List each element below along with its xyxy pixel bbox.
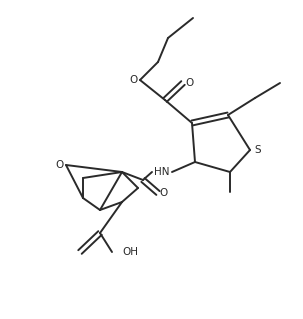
Text: S: S — [255, 145, 261, 155]
Text: OH: OH — [122, 247, 138, 257]
Text: O: O — [129, 75, 137, 85]
Text: O: O — [159, 188, 167, 198]
Text: HN: HN — [154, 167, 170, 177]
Text: O: O — [55, 160, 63, 170]
Text: O: O — [185, 78, 193, 88]
